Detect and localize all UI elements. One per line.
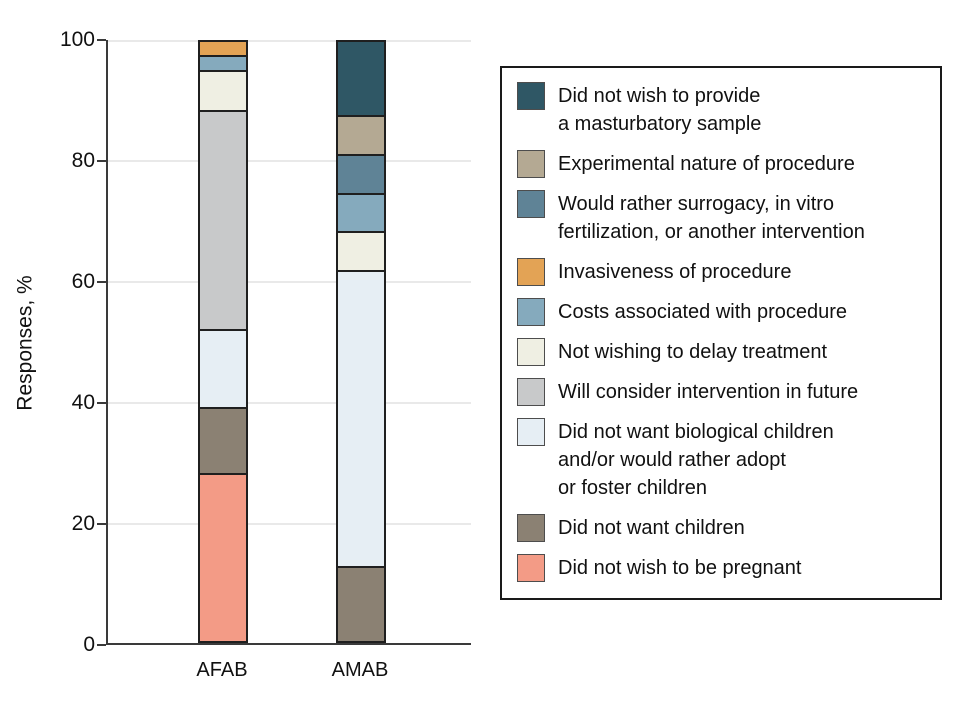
bar-segment — [338, 115, 384, 155]
bar-amab — [336, 40, 386, 643]
bar-segment — [338, 231, 384, 271]
legend-item: Did not want children — [517, 514, 924, 542]
y-axis-label-wrap: Responses, % — [4, 40, 48, 645]
bar-segment — [200, 473, 246, 641]
legend-item: Did not wish to provide a masturbatory s… — [517, 82, 924, 138]
legend-item: Not wishing to delay treatment — [517, 338, 924, 366]
bar-afab — [198, 40, 248, 643]
legend-swatch — [517, 150, 545, 178]
gridline — [108, 281, 471, 283]
y-axis-tick — [97, 402, 106, 404]
y-axis-tick — [97, 523, 106, 525]
legend-swatch — [517, 514, 545, 542]
y-tick-label: 100 — [59, 28, 95, 51]
y-axis-tick — [97, 39, 106, 41]
y-tick-label: 80 — [71, 149, 95, 172]
legend-item: Did not wish to be pregnant — [517, 554, 924, 582]
legend-swatch — [517, 190, 545, 218]
legend-item: Would rather surrogacy, in vitro fertili… — [517, 190, 924, 246]
gridline — [108, 160, 471, 162]
legend-item: Costs associated with procedure — [517, 298, 924, 326]
bar-segment — [200, 54, 246, 70]
legend-label: Costs associated with procedure — [558, 301, 848, 323]
bar-segment — [338, 565, 384, 641]
category-label-amab: AMAB — [331, 659, 389, 681]
y-axis-tick — [97, 281, 106, 283]
legend-swatch — [517, 418, 545, 446]
bar-segment — [338, 192, 384, 232]
bar-segment — [200, 109, 246, 329]
legend-item: Did not want biological children and/or … — [517, 418, 924, 502]
legend-swatch — [517, 82, 545, 110]
legend-label: Not wishing to delay treatment — [558, 341, 828, 363]
legend-swatch — [517, 258, 545, 286]
legend-label: Invasiveness of procedure — [558, 261, 792, 283]
legend-label: Experimental nature of procedure — [558, 153, 855, 175]
y-tick-label: 60 — [71, 270, 95, 293]
legend-label: Will consider intervention in future — [558, 381, 859, 403]
legend-swatch — [517, 298, 545, 326]
legend-item: Experimental nature of procedure — [517, 150, 924, 178]
y-axis-tick — [97, 644, 106, 646]
plot-area — [106, 40, 471, 645]
bar-segment — [200, 42, 246, 55]
legend-swatch — [517, 338, 545, 366]
legend: Did not wish to provide a masturbatory s… — [500, 66, 942, 600]
category-label-afab: AFAB — [196, 659, 248, 681]
y-tick-label: 40 — [71, 391, 95, 414]
legend-label: Did not want biological children and/or … — [558, 421, 834, 499]
legend-label: Did not wish to provide a masturbatory s… — [558, 85, 762, 135]
y-tick-label: 0 — [83, 633, 95, 656]
legend-label: Did not wish to be pregnant — [558, 557, 802, 579]
legend-swatch — [517, 378, 545, 406]
legend-item: Invasiveness of procedure — [517, 258, 924, 286]
y-axis-label: Responses, % — [14, 274, 37, 411]
bar-segment — [200, 407, 246, 474]
y-axis-tick — [97, 160, 106, 162]
bar-segment — [338, 270, 384, 566]
gridline — [108, 523, 471, 525]
bar-segment — [338, 42, 384, 116]
bar-segment — [200, 69, 246, 110]
gridline — [108, 40, 471, 42]
bar-segment — [200, 328, 246, 408]
legend-swatch — [517, 554, 545, 582]
y-tick-label: 20 — [71, 512, 95, 535]
legend-label: Did not want children — [558, 517, 745, 539]
bar-segment — [338, 154, 384, 193]
gridline — [108, 402, 471, 404]
legend-item: Will consider intervention in future — [517, 378, 924, 406]
legend-label: Would rather surrogacy, in vitro fertili… — [558, 193, 865, 243]
